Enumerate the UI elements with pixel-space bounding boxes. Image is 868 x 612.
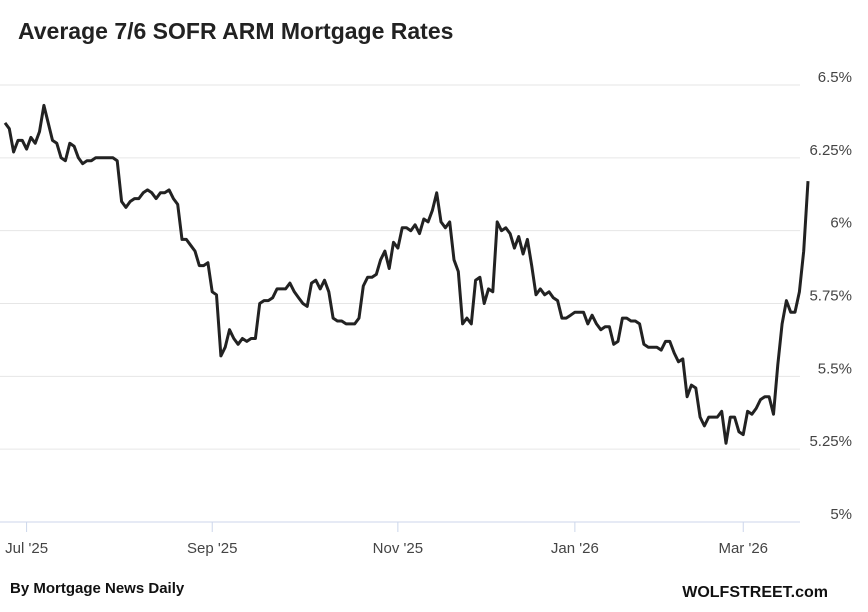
line-series — [3, 103, 810, 445]
credit: WOLFSTREET.com — [682, 584, 828, 601]
y-tick-label: 6% — [830, 215, 852, 232]
y-tick-label: 5.75% — [809, 287, 852, 304]
chart-title: Average 7/6 SOFR ARM Mortgage Rates — [18, 18, 453, 44]
y-tick-label: 6.5% — [818, 69, 852, 86]
x-tick-label: Nov '25 — [373, 540, 423, 557]
y-tick-label: 6.25% — [809, 142, 852, 159]
x-tick-label: Sep '25 — [187, 540, 237, 557]
x-tick-label: Mar '26 — [718, 540, 768, 557]
source: By Mortgage News Daily — [10, 580, 185, 597]
y-tick-label: 5.5% — [818, 360, 852, 377]
y-tick-label: 5.25% — [809, 433, 852, 450]
x-tick-label: Jul '25 — [5, 540, 48, 557]
x-tick-label: Jan '26 — [551, 540, 599, 557]
y-tick-label: 5% — [830, 506, 852, 523]
